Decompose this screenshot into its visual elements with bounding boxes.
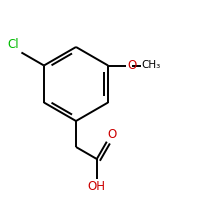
Text: Cl: Cl — [8, 38, 19, 51]
Text: O: O — [108, 128, 117, 141]
Text: OH: OH — [88, 180, 106, 193]
Text: O: O — [127, 59, 136, 72]
Text: CH₃: CH₃ — [141, 60, 161, 71]
